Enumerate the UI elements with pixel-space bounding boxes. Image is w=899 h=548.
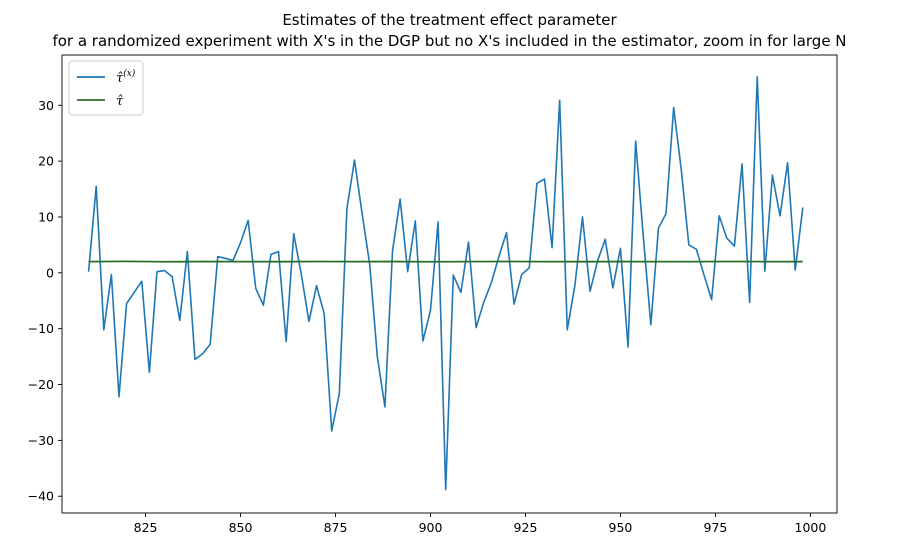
y-tick-label: −40 <box>28 489 54 504</box>
x-tick-label: 950 <box>609 520 633 535</box>
y-tick-label: 0 <box>46 265 54 280</box>
y-tick-label: −10 <box>28 321 54 336</box>
legend-label-0: τ̂(x) <box>116 68 136 86</box>
x-tick-label: 850 <box>229 520 253 535</box>
legend: τ̂(x) τ̂ <box>68 60 144 116</box>
x-tick-label: 875 <box>324 520 348 535</box>
x-tick-label: 1000 <box>795 520 827 535</box>
y-tick-label: 10 <box>38 209 54 224</box>
legend-label-1: τ̂ <box>116 94 124 109</box>
chart-title-line-2: for a randomized experiment with X's in … <box>52 32 846 50</box>
chart-title-line-1: Estimates of the treatment effect parame… <box>282 11 617 29</box>
legend-box <box>68 60 144 116</box>
y-axis: −40 −30 −20 −10 0 10 20 30 <box>28 98 62 504</box>
x-axis: 825 850 875 900 925 950 975 1000 <box>134 513 827 535</box>
x-tick-label: 975 <box>704 520 728 535</box>
y-tick-label: −20 <box>28 377 54 392</box>
x-tick-label: 925 <box>514 520 538 535</box>
series-lines <box>87 75 804 491</box>
x-tick-label: 900 <box>419 520 443 535</box>
plot-area-frame <box>61 54 838 514</box>
series-line-0 <box>87 75 804 491</box>
x-tick-label: 825 <box>134 520 158 535</box>
chart-title: Estimates of the treatment effect parame… <box>52 11 846 50</box>
y-tick-label: 30 <box>38 98 54 113</box>
y-tick-label: 20 <box>38 154 54 169</box>
y-tick-label: −30 <box>28 433 54 448</box>
